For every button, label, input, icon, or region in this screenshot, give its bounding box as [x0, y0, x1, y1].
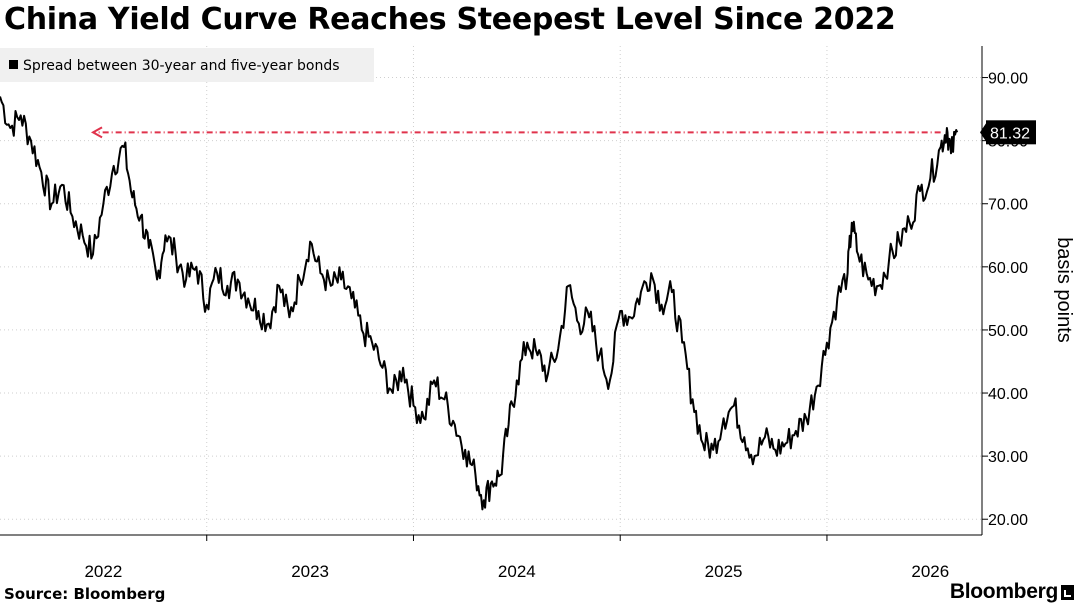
- x-tick-label: 2023: [291, 562, 329, 581]
- y-axis-title: basis points: [1053, 237, 1075, 343]
- x-tick-label: 2024: [498, 562, 536, 581]
- legend: Spread between 30-year and five-year bon…: [0, 48, 374, 82]
- brand-name: Bloomberg: [949, 580, 1058, 603]
- last-value-label: 81.32: [990, 125, 1030, 142]
- y-tick-label: 20.00: [988, 512, 1028, 529]
- source-note: Source: Bloomberg: [4, 585, 166, 603]
- y-tick-label: 90.00: [988, 71, 1028, 88]
- gridlines: [0, 46, 982, 535]
- legend-box: [0, 48, 374, 82]
- y-tick-label: 30.00: [988, 449, 1028, 466]
- y-tick-label: 50.00: [988, 323, 1028, 340]
- y-tick-label: 60.00: [988, 260, 1028, 277]
- x-tick-label: 2022: [84, 562, 122, 581]
- series: [0, 96, 959, 511]
- legend-label: Spread between 30-year and five-year bon…: [23, 58, 340, 74]
- brand-mark-icon: [1061, 584, 1074, 600]
- last-value-label-group: 81.32: [980, 120, 1036, 145]
- x-tick-label: 2026: [911, 562, 949, 581]
- annotation-arrowhead: [90, 126, 103, 139]
- chart-title: China Yield Curve Reaches Steepest Level…: [4, 2, 896, 37]
- y-tick-label: 40.00: [988, 386, 1028, 403]
- annotation: [90, 126, 941, 139]
- y-tick-label: 70.00: [988, 197, 1028, 214]
- legend-swatch: [9, 60, 18, 69]
- last-value-box: [986, 120, 1036, 145]
- series-line: [0, 96, 959, 511]
- brand-logo: Bloomberg: [950, 580, 1074, 604]
- x-tick-label: 2025: [705, 562, 743, 581]
- x-axis: 2022 2023 2024 2025 2026: [0, 534, 982, 581]
